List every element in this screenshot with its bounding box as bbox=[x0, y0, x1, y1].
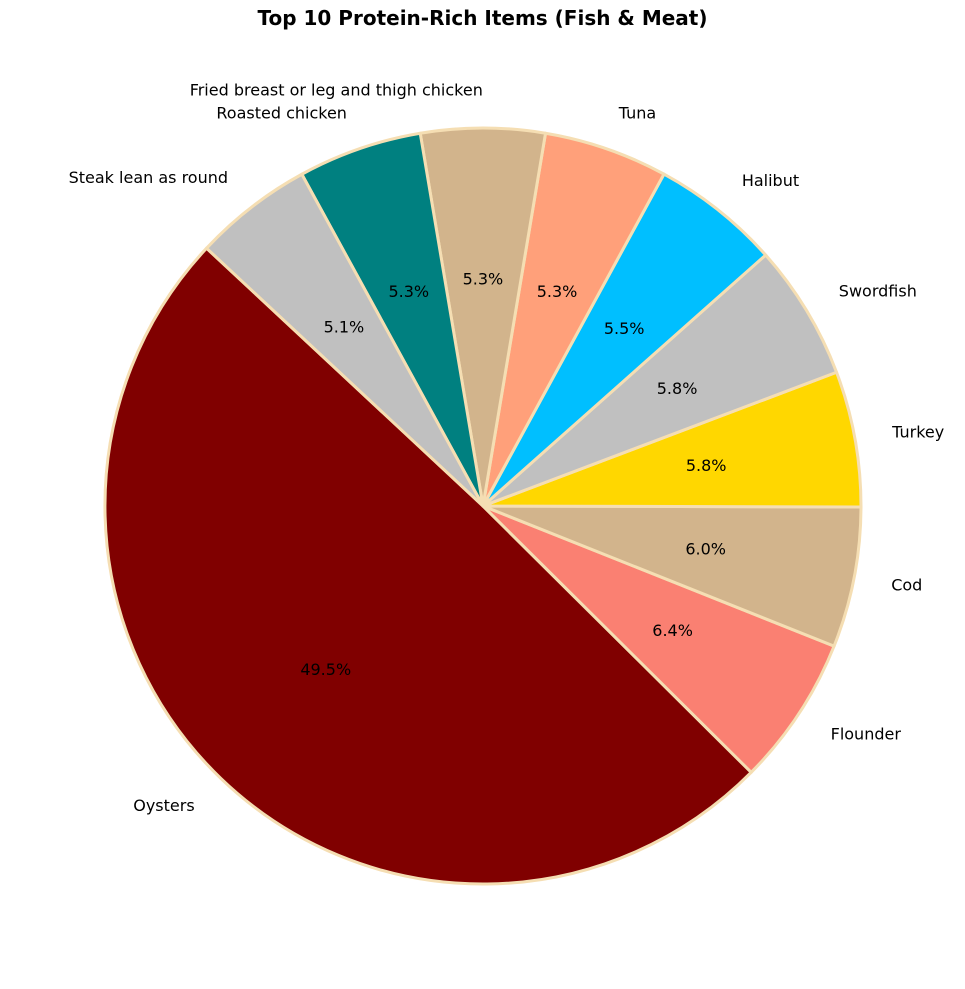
pie-slice-oysters bbox=[103, 246, 753, 886]
slice-labels: Oysters Flounder Cod Turkey Swordfish Halibut… bbox=[69, 81, 945, 815]
slice-label-steak-lean-as-round: Steak lean as round bbox=[69, 168, 228, 187]
percent-labels: 49.5% 6.4% 6.0% 5.8% 5.8% 5.5% 5.3% 5.3% 5.3% 5.1… bbox=[300, 270, 726, 679]
pct-label-turkey: 5.8% bbox=[686, 456, 727, 475]
slice-label-halibut: Halibut bbox=[742, 171, 799, 190]
pie-slice-flounder bbox=[481, 504, 836, 774]
pct-label-fried-breast-or-leg-and-thigh-chicken: 5.3% bbox=[463, 270, 504, 289]
pct-label-swordfish: 5.8% bbox=[657, 379, 698, 398]
slice-label-cod: Cod bbox=[891, 576, 922, 595]
pct-label-flounder: 6.4% bbox=[652, 621, 693, 640]
pct-label-steak-lean-as-round: 5.1% bbox=[324, 317, 365, 336]
pct-label-tuna: 5.3% bbox=[537, 282, 578, 301]
chart-title: Top 10 Protein-Rich Items (Fish & Meat) bbox=[257, 6, 708, 30]
pie-slice-halibut bbox=[481, 172, 768, 508]
slice-label-flounder: Flounder bbox=[831, 725, 902, 744]
pie-slice-steak-lean-as-round bbox=[205, 172, 485, 508]
pct-label-roasted-chicken: 5.3% bbox=[388, 282, 429, 301]
slice-label-roasted-chicken: Roasted chicken bbox=[216, 104, 347, 123]
pie-slice-swordfish bbox=[481, 253, 839, 508]
slice-label-oysters: Oysters bbox=[133, 796, 194, 815]
pct-label-oysters: 49.5% bbox=[300, 660, 351, 679]
pie-slices bbox=[103, 126, 863, 886]
pie-slice-cod bbox=[481, 504, 863, 648]
pie-slice-turkey bbox=[481, 370, 863, 509]
pct-label-cod: 6.0% bbox=[685, 540, 726, 559]
slice-label-swordfish: Swordfish bbox=[839, 281, 917, 300]
slice-label-fried-breast-or-leg-and-thigh-chicken: Fried breast or leg and thigh chicken bbox=[190, 81, 483, 100]
slice-label-turkey: Turkey bbox=[891, 422, 944, 441]
slice-label-tuna: Tuna bbox=[618, 104, 656, 123]
pct-label-halibut: 5.5% bbox=[604, 319, 645, 338]
